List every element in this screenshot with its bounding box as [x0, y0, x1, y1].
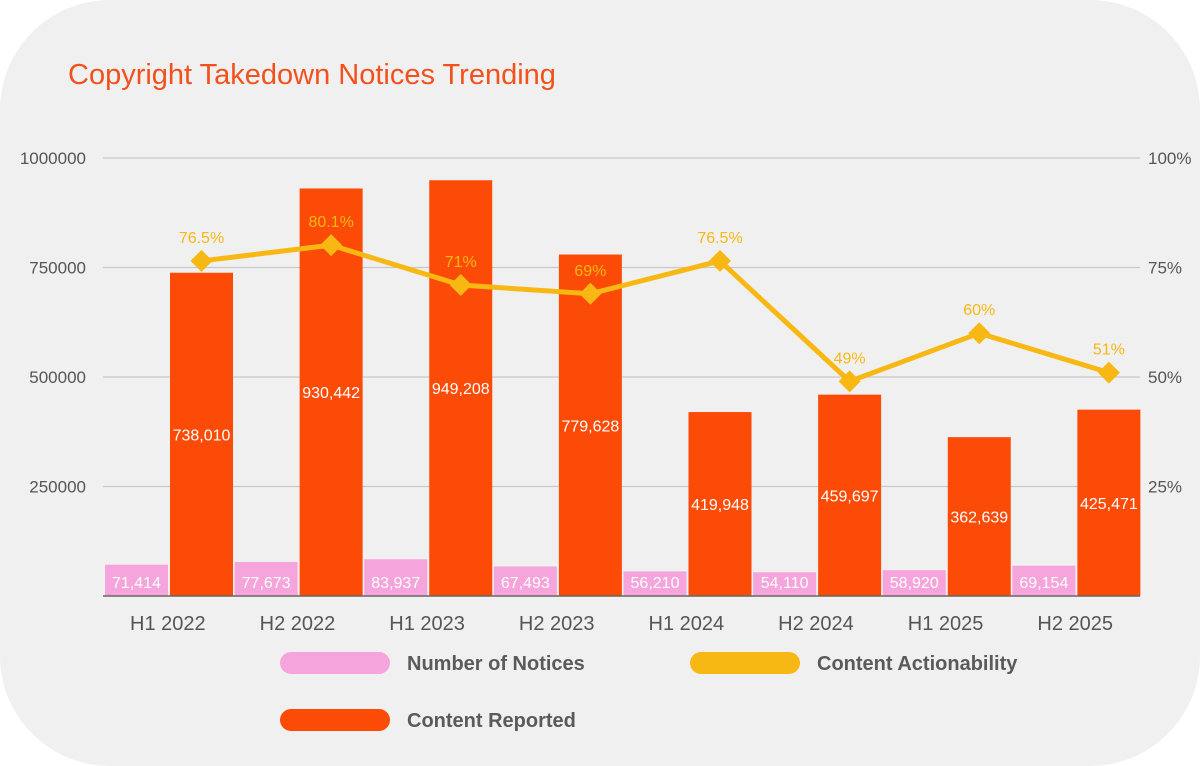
reported-bar-label: 949,208	[432, 381, 490, 398]
notices-bar	[364, 559, 428, 596]
legend: Number of Notices Content Actionability Co…	[280, 652, 1018, 732]
reported-bar-label: 362,639	[950, 510, 1008, 527]
notices-bar-label: 67,493	[501, 575, 550, 592]
notices-bar-label: 69,154	[1019, 575, 1068, 592]
x-tick-label: H2 2025	[1037, 613, 1113, 635]
notices-bar-label: 83,937	[371, 575, 420, 592]
actionability-point	[838, 370, 861, 393]
legend-swatch	[690, 652, 800, 674]
x-tick-label: H2 2022	[260, 613, 336, 635]
reported-bar	[688, 412, 752, 596]
actionability-point	[968, 322, 991, 345]
legend-label: Content Reported	[407, 710, 576, 732]
actionability-label: 76.5%	[179, 230, 224, 247]
y-left-tick-label: 250000	[29, 478, 86, 497]
y-right-tick-label: 75%	[1148, 259, 1182, 278]
y-right-tick-label: 50%	[1148, 368, 1182, 387]
reported-bar	[170, 272, 233, 596]
notices-bar-label: 56,210	[631, 575, 680, 592]
legend-label: Number of Notices	[407, 653, 585, 675]
y-left-tick-label: 500000	[29, 368, 86, 387]
legend-label: Content Actionability	[817, 653, 1018, 675]
reported-bar-label: 459,697	[821, 488, 879, 505]
reported-bar-label: 425,471	[1080, 496, 1138, 513]
actionability-label: 80.1%	[308, 214, 353, 231]
actionability-line-path	[201, 242, 1110, 384]
x-tick-label: H1 2023	[389, 613, 465, 635]
notices-bar	[882, 570, 946, 596]
actionability-point	[190, 249, 213, 272]
reported-bar	[558, 254, 622, 596]
notices-bar	[234, 561, 298, 596]
legend-swatch	[280, 709, 390, 731]
reported-bar-label: 738,010	[173, 427, 231, 444]
reported-bar	[299, 188, 363, 596]
reported-bar-label: 419,948	[691, 497, 749, 514]
actionability-point	[1097, 361, 1120, 384]
y-right-tick-label: 25%	[1148, 478, 1182, 497]
reported-bar	[818, 394, 882, 596]
x-tick-label: H2 2023	[519, 613, 595, 635]
notices-bar-label: 58,920	[890, 575, 939, 592]
y-left-tick-label: 750000	[29, 259, 86, 278]
bars: 71,414 738,010 77,673 930,442 83,937 949,208 6…	[105, 180, 1141, 597]
actionability-point	[709, 249, 731, 272]
actionability-label: 49%	[834, 350, 866, 367]
reported-bar	[1077, 409, 1141, 596]
notices-bar	[493, 566, 557, 596]
notices-bar	[753, 572, 817, 596]
actionability-label: 60%	[963, 302, 995, 319]
reported-bar-label: 779,628	[561, 418, 619, 435]
notices-bar-label: 54,110	[761, 575, 809, 592]
notices-bar-label: 71,414	[112, 575, 161, 592]
x-tick-label: H1 2022	[130, 613, 206, 635]
actionability-line: 76.5% 80.1% 71% 69% 76.5% 49% 60% 51%	[179, 214, 1125, 393]
x-tick-label: H1 2025	[908, 613, 984, 635]
actionability-point	[579, 282, 602, 305]
notices-bar	[623, 571, 687, 596]
actionability-point	[449, 274, 472, 297]
reported-bar	[429, 180, 493, 597]
notices-bar-label: 77,673	[242, 575, 291, 592]
notices-bar	[105, 564, 168, 596]
x-axis: H1 2022 H2 2022 H1 2023 H2 2023 H1 2024 H2 20…	[103, 595, 1140, 635]
reported-bar-label: 930,442	[302, 385, 360, 402]
y-left-tick-label: 1000000	[20, 149, 86, 168]
x-tick-label: H2 2024	[778, 613, 854, 635]
actionability-label: 69%	[574, 263, 606, 280]
reported-bar	[947, 437, 1011, 596]
actionability-label: 71%	[445, 254, 477, 271]
notices-bar	[1012, 565, 1076, 596]
actionability-label: 76.5%	[697, 230, 742, 247]
x-tick-label: H1 2024	[649, 613, 725, 635]
right-axis-ticks: 100% 75% 50% 25%	[1148, 149, 1191, 497]
actionability-label: 51%	[1093, 342, 1125, 359]
y-right-tick-label: 100%	[1148, 149, 1191, 168]
chart-title: Copyright Takedown Notices Trending	[68, 59, 556, 91]
legend-swatch	[280, 652, 390, 674]
left-axis-ticks: 1000000 750000 500000 250000	[20, 149, 86, 497]
actionability-point	[320, 234, 343, 257]
